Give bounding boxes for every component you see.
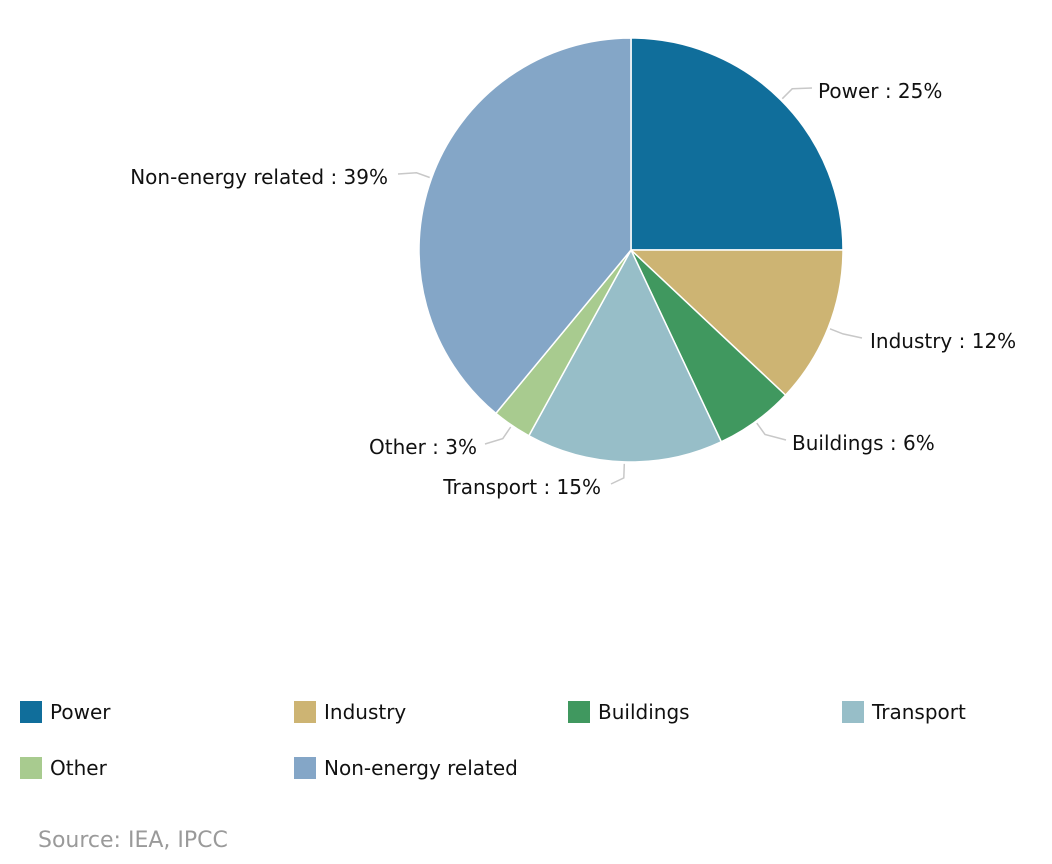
legend-label-buildings: Buildings xyxy=(598,700,690,724)
legend-label-non-energy-related: Non-energy related xyxy=(324,756,518,780)
leader-line-non-energy-related xyxy=(397,172,430,179)
pie-slice-industry[interactable] xyxy=(629,249,844,397)
legend-swatch-buildings xyxy=(568,701,590,723)
leader-line-industry xyxy=(829,328,863,339)
pie-slice-non-energy-related[interactable] xyxy=(418,37,632,415)
leader-line-power xyxy=(781,87,813,100)
data-label-industry: Industry : 12% xyxy=(870,329,1016,353)
legend-item-power[interactable]: Power xyxy=(20,700,294,724)
legend-item-non-energy-related[interactable]: Non-energy related xyxy=(294,756,568,780)
legend-label-transport: Transport xyxy=(872,700,966,724)
leader-line-other xyxy=(484,426,512,445)
data-label-buildings: Buildings : 6% xyxy=(792,431,935,455)
legend-swatch-industry xyxy=(294,701,316,723)
legend-label-other: Other xyxy=(50,756,107,780)
legend-item-transport[interactable]: Transport xyxy=(842,700,1030,724)
legend-label-power: Power xyxy=(50,700,111,724)
pie-chart: Power : 25% Industry : 12% Buildings : 6% T… xyxy=(130,37,1016,499)
legend-item-buildings[interactable]: Buildings xyxy=(568,700,842,724)
legend-item-industry[interactable]: Industry xyxy=(294,700,568,724)
legend-label-industry: Industry xyxy=(324,700,407,724)
legend-swatch-power xyxy=(20,701,42,723)
data-label-other: Other : 3% xyxy=(369,435,477,459)
data-label-transport: Transport : 15% xyxy=(442,475,601,499)
legend-swatch-transport xyxy=(842,701,864,723)
leader-line-transport xyxy=(610,463,626,485)
source-note: Source: IEA, IPCC xyxy=(38,828,228,853)
pie-slice-power[interactable] xyxy=(630,37,844,251)
data-label-power: Power : 25% xyxy=(818,79,942,103)
legend-swatch-non-energy-related xyxy=(294,757,316,779)
leader-line-buildings xyxy=(756,422,787,441)
legend-item-other[interactable]: Other xyxy=(20,756,294,780)
data-label-non-energy-related: Non-energy related : 39% xyxy=(130,165,388,189)
chart-legend: Power Industry Buildings Transport Other… xyxy=(20,700,1030,780)
legend-swatch-other xyxy=(20,757,42,779)
pie-slice-transport[interactable] xyxy=(527,248,723,463)
